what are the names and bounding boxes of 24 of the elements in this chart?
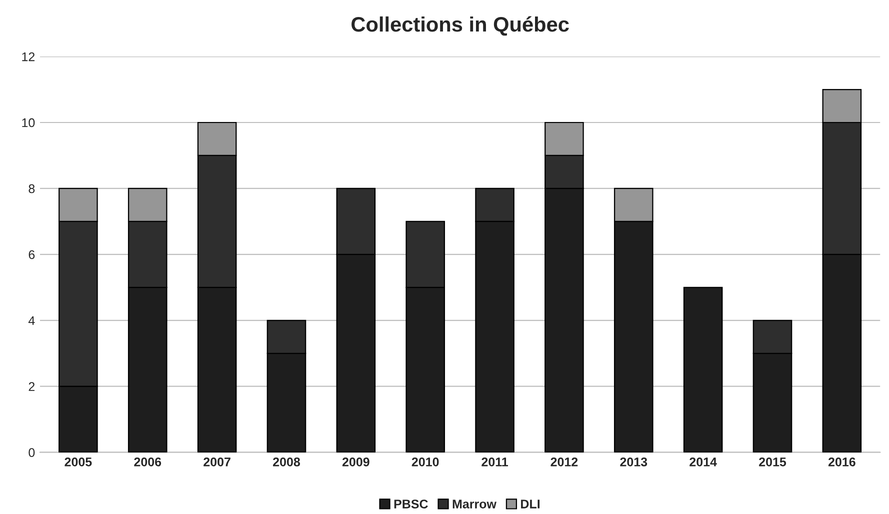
x-tick-label: 2006 [134,458,162,466]
y-tick-label: 0 [28,448,35,457]
x-tick-label: 2015 [759,458,786,466]
x-tick-label: 2008 [273,458,300,466]
x-tick-label: 2005 [64,458,92,466]
x-tick-label: 2007 [204,458,230,466]
y-tick-label: 10 [22,118,35,128]
x-tick-label: 2014 [690,458,717,466]
x-tick-label: 2010 [412,458,439,466]
y-tick-label: 4 [28,316,35,325]
bar [683,286,723,452]
legend-label: DLI [521,500,540,508]
x-tick-label: 2011 [482,458,508,466]
legend-label: Marrow [452,500,496,508]
y-tick-label: 2 [28,382,35,391]
y-tick-label: 12 [22,52,35,62]
y-tick-label: 8 [28,184,35,194]
chart-title: Collections in Québec [352,16,569,36]
legend-label: PBSC [394,500,428,508]
y-tick-label: 6 [28,250,35,260]
x-tick-label: 2009 [342,458,370,466]
x-tick-label: 2012 [550,458,578,466]
x-tick-label: 2013 [620,458,648,466]
x-tick-label: 2016 [828,458,856,466]
